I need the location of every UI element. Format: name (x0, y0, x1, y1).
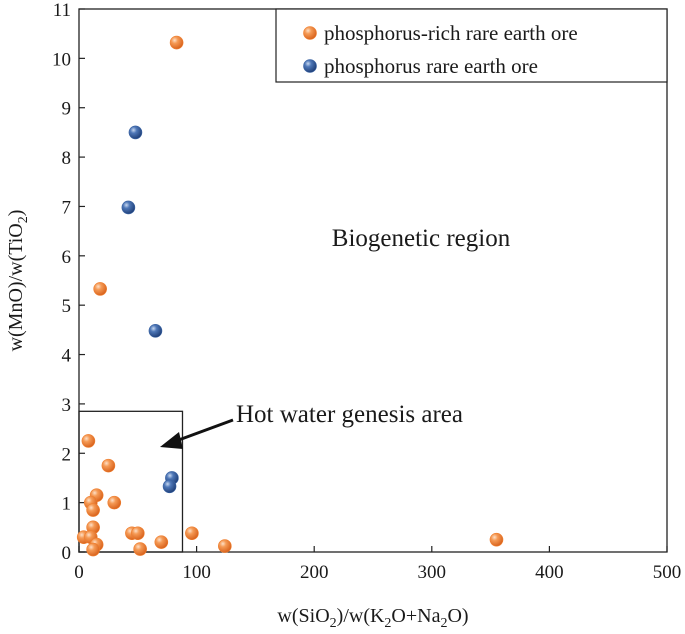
legend-marker-phosphorus-rich (303, 26, 317, 40)
y-tick-label: 9 (62, 99, 72, 120)
data-point (81, 434, 96, 448)
legend: phosphorus-rich rare earth ore phosphoru… (275, 8, 668, 83)
y-tick-label: 10 (52, 49, 71, 70)
data-point (86, 503, 100, 517)
data-point (86, 542, 100, 557)
x-axis-label: w(SiO2​)/w(K2​O+Na2​O) (277, 605, 468, 631)
data-point (128, 125, 143, 140)
data-point (133, 542, 147, 556)
data-point (154, 535, 169, 549)
data-points (76, 35, 504, 557)
data-point (185, 526, 199, 541)
legend-marker-phosphorus (303, 59, 317, 73)
legend-label-phosphorus: phosphorus rare earth ore (324, 54, 538, 78)
data-point (121, 200, 136, 215)
hot-water-region-box (78, 410, 184, 553)
y-tick-label: 8 (62, 148, 72, 169)
x-tick-label: 400 (535, 562, 564, 583)
axis-ticks: 0 100 200 300 400 500 0 1 2 3 4 5 6 7 8 9 10 11 (52, 0, 681, 583)
data-point (218, 539, 232, 553)
y-tick-label: 11 (53, 0, 71, 21)
legend-label-phosphorus-rich: phosphorus-rich rare earth ore (324, 21, 578, 45)
y-axis-label: w(MnO)/w(TiO2​) (5, 210, 31, 352)
data-point (107, 495, 122, 510)
data-point (101, 458, 116, 473)
hot-water-genesis-label: Hot water genesis area (236, 401, 463, 428)
y-tick-label: 7 (62, 197, 72, 218)
data-point (162, 479, 177, 494)
x-tick-label: 100 (182, 562, 211, 583)
legend-box (275, 8, 668, 83)
y-tick-label: 2 (62, 444, 72, 465)
x-tick-label: 500 (653, 562, 682, 583)
biogenetic-region-label: Biogenetic region (332, 225, 511, 252)
data-point (93, 282, 107, 296)
y-tick-label: 1 (62, 494, 72, 515)
y-tick-label: 5 (62, 296, 72, 317)
x-tick-label: 200 (300, 562, 329, 583)
plot-border (78, 8, 668, 553)
arrow-head (160, 432, 183, 449)
annotation-arrow (160, 418, 234, 449)
y-tick-label: 0 (62, 543, 72, 564)
y-tick-label: 6 (62, 247, 72, 268)
y-tick-label: 3 (62, 395, 72, 416)
arrow-shaft (175, 418, 234, 443)
plot-frame (78, 8, 668, 553)
data-point (489, 532, 504, 547)
y-tick-label: 4 (62, 346, 72, 367)
x-tick-label: 0 (74, 562, 84, 583)
data-point (169, 35, 184, 50)
data-point (148, 324, 163, 338)
data-point (131, 526, 145, 541)
x-tick-label: 300 (418, 562, 447, 583)
region-layer (78, 410, 184, 553)
